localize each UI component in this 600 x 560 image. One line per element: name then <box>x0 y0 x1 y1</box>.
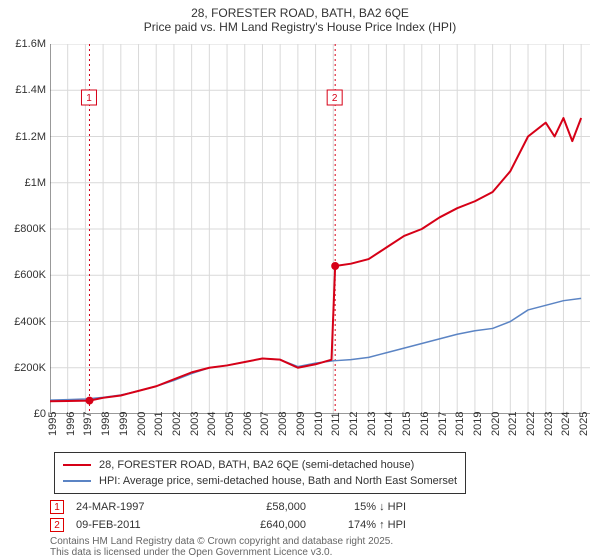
x-tick-label: 2017 <box>437 412 449 436</box>
x-tick-label: 2006 <box>242 412 254 436</box>
x-tick-label: 2004 <box>206 412 218 436</box>
credit-line-2: This data is licensed under the Open Gov… <box>50 547 393 558</box>
x-tick-label: 2011 <box>330 412 342 436</box>
svg-text:1: 1 <box>86 93 92 104</box>
x-tick-label: 2018 <box>454 412 466 436</box>
x-tick-label: 2002 <box>171 412 183 436</box>
events-table: 1 24-MAR-1997£58,00015% ↓ HPI 2 09-FEB-2011… <box>50 498 406 534</box>
x-tick-label: 2010 <box>313 412 325 436</box>
legend: 28, FORESTER ROAD, BATH, BA2 6QE (semi-d… <box>54 452 466 494</box>
event-pct: 15% ↓ HPI <box>306 501 406 513</box>
legend-swatch <box>63 464 91 466</box>
legend-label: 28, FORESTER ROAD, BATH, BA2 6QE (semi-d… <box>99 459 414 471</box>
event-pct: 174% ↑ HPI <box>306 519 406 531</box>
x-tick-label: 1996 <box>65 412 77 436</box>
x-tick-label: 2021 <box>507 412 519 436</box>
event-date: 09-FEB-2011 <box>76 519 206 531</box>
x-tick-label: 2003 <box>189 412 201 436</box>
event-marker: 1 <box>50 500 64 514</box>
event-marker: 2 <box>50 518 64 532</box>
y-tick-label: £200K <box>0 362 46 374</box>
legend-row: 28, FORESTER ROAD, BATH, BA2 6QE (semi-d… <box>63 457 457 473</box>
title-line-1: 28, FORESTER ROAD, BATH, BA2 6QE <box>0 6 600 20</box>
x-tick-label: 2022 <box>525 412 537 436</box>
x-tick-label: 2016 <box>419 412 431 436</box>
y-tick-label: £600K <box>0 269 46 281</box>
y-tick-label: £1.2M <box>0 131 46 143</box>
x-tick-label: 2020 <box>490 412 502 436</box>
credits: Contains HM Land Registry data © Crown c… <box>50 536 393 558</box>
x-tick-label: 2008 <box>277 412 289 436</box>
y-tick-label: £1.4M <box>0 84 46 96</box>
x-tick-label: 2024 <box>560 412 572 436</box>
event-row: 1 24-MAR-1997£58,00015% ↓ HPI <box>50 498 406 516</box>
x-tick-label: 1999 <box>118 412 130 436</box>
legend-row: HPI: Average price, semi-detached house,… <box>63 473 457 489</box>
event-price: £640,000 <box>206 519 306 531</box>
x-tick-label: 2005 <box>224 412 236 436</box>
x-tick-label: 2023 <box>543 412 555 436</box>
x-tick-label: 1998 <box>100 412 112 436</box>
title-block: 28, FORESTER ROAD, BATH, BA2 6QE Price p… <box>0 0 600 36</box>
y-tick-label: £400K <box>0 316 46 328</box>
event-date: 24-MAR-1997 <box>76 501 206 513</box>
x-tick-label: 2019 <box>472 412 484 436</box>
x-tick-label: 1995 <box>47 412 59 436</box>
y-tick-label: £1M <box>0 177 46 189</box>
event-price: £58,000 <box>206 501 306 513</box>
chart-container: 28, FORESTER ROAD, BATH, BA2 6QE Price p… <box>0 0 600 560</box>
legend-label: HPI: Average price, semi-detached house,… <box>99 475 457 487</box>
title-line-2: Price paid vs. HM Land Registry's House … <box>0 20 600 34</box>
y-tick-label: £1.6M <box>0 38 46 50</box>
legend-swatch <box>63 480 91 482</box>
y-tick-label: £800K <box>0 223 46 235</box>
chart-area: 12 £0£200K£400K£600K£800K£1M£1.2M£1.4M£1… <box>50 44 590 414</box>
credit-line-1: Contains HM Land Registry data © Crown c… <box>50 536 393 547</box>
x-tick-label: 2001 <box>153 412 165 436</box>
x-tick-label: 2007 <box>259 412 271 436</box>
x-tick-label: 2012 <box>348 412 360 436</box>
x-tick-label: 2000 <box>136 412 148 436</box>
x-tick-label: 2013 <box>366 412 378 436</box>
y-tick-label: £0 <box>0 408 46 420</box>
x-tick-label: 2014 <box>383 412 395 436</box>
x-tick-label: 2025 <box>578 412 590 436</box>
x-tick-label: 2015 <box>401 412 413 436</box>
svg-text:2: 2 <box>332 93 338 104</box>
chart-svg: 12 <box>50 44 590 414</box>
x-tick-label: 1997 <box>82 412 94 436</box>
event-row: 2 09-FEB-2011£640,000174% ↑ HPI <box>50 516 406 534</box>
x-tick-label: 2009 <box>295 412 307 436</box>
